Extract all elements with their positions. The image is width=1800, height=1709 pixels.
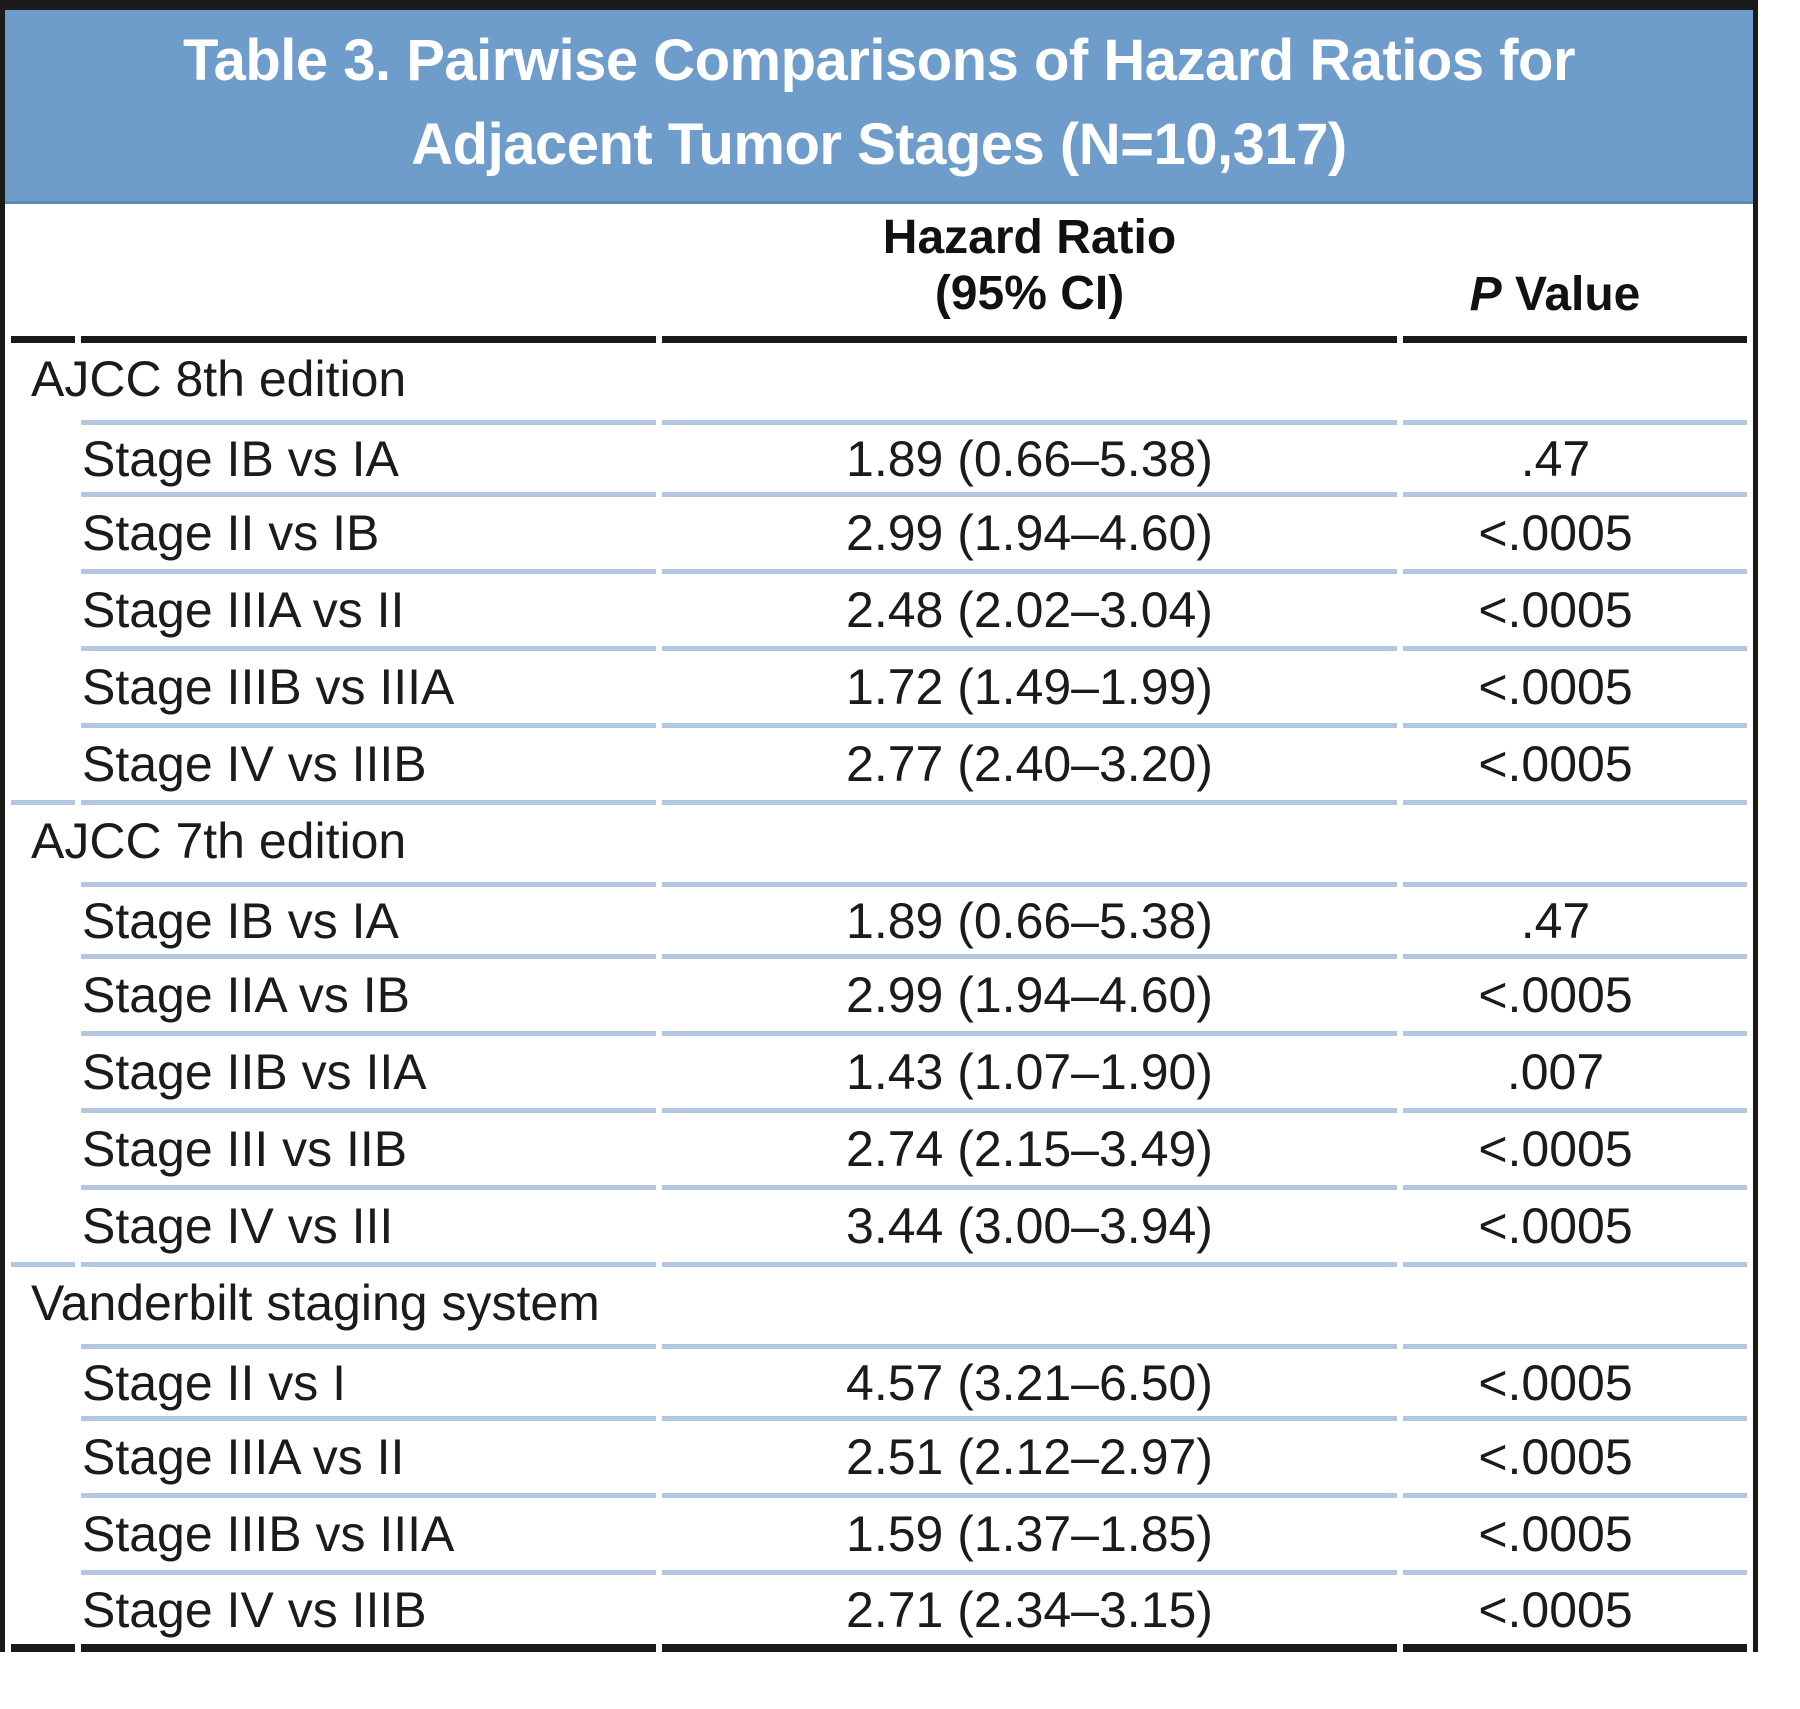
hazard-ratio-value: 1.72 (1.49–1.99) (662, 651, 1397, 728)
section-header-row: AJCC 8th edition (11, 343, 1747, 420)
table-body: AJCC 8th edition Stage IB vs IA 1.89 (0.66… (11, 343, 1747, 1652)
section-header-label: AJCC 8th edition (31, 351, 407, 407)
comparison-label: Stage IIIB vs IIIA (81, 651, 656, 728)
hazard-ratio-value: 1.59 (1.37–1.85) (662, 1498, 1397, 1575)
p-value: <.0005 (1403, 651, 1747, 728)
p-value-header-italic-p: P (1469, 268, 1502, 321)
row-indent (11, 651, 75, 728)
p-value: <.0005 (1403, 1421, 1747, 1498)
hazard-ratio-value: 1.43 (1.07–1.90) (662, 1036, 1397, 1113)
row-indent (11, 1190, 75, 1267)
table-title-line-1: Table 3. Pairwise Comparisons of Hazard … (182, 27, 1576, 93)
hazard-ratio-value: 2.71 (2.34–3.15) (662, 1575, 1397, 1652)
row-indent (11, 728, 75, 805)
hazard-ratio-header-line-2: (95% CI) (934, 267, 1125, 320)
hazard-ratio-value: 2.48 (2.02–3.04) (662, 574, 1397, 651)
table-row: Stage IV vs IIIB 2.77 (2.40–3.20) <.0005 (11, 728, 1747, 805)
table-row: Stage IIA vs IB 2.99 (1.94–4.60) <.0005 (11, 959, 1747, 1036)
table-figure-frame: Table 3. Pairwise Comparisons of Hazard … (0, 0, 1758, 1652)
comparison-label: Stage IV vs IIIB (81, 1575, 656, 1652)
row-indent (11, 1575, 75, 1652)
table-row: Stage IV vs III 3.44 (3.00–3.94) <.0005 (11, 1190, 1747, 1267)
table-header: Hazard Ratio (95% CI) P Value (11, 204, 1747, 343)
table-row: Stage III vs IIB 2.74 (2.15–3.49) <.0005 (11, 1113, 1747, 1190)
row-indent (11, 959, 75, 1036)
section-header-row: AJCC 7th edition (11, 805, 1747, 882)
comparison-label: Stage IB vs IA (81, 420, 656, 497)
hazard-ratio-table: Hazard Ratio (95% CI) P Value AJCC 8th e… (5, 204, 1753, 1652)
p-value: .47 (1403, 882, 1747, 959)
section-header-label: AJCC 7th edition (31, 813, 407, 869)
p-value-header-rest: Value (1501, 268, 1641, 321)
row-indent (11, 1113, 75, 1190)
p-value: <.0005 (1403, 959, 1747, 1036)
p-value: <.0005 (1403, 1575, 1747, 1652)
section-header-label: Vanderbilt staging system (31, 1275, 600, 1331)
table-title-line-2: Adjacent Tumor Stages (N=10,317) (411, 111, 1347, 177)
table-row: Stage II vs I 4.57 (3.21–6.50) <.0005 (11, 1344, 1747, 1421)
column-header-label-blank (81, 204, 656, 343)
hazard-ratio-value: 2.99 (1.94–4.60) (662, 959, 1397, 1036)
comparison-label: Stage II vs I (81, 1344, 656, 1421)
row-indent (11, 1421, 75, 1498)
p-value: <.0005 (1403, 574, 1747, 651)
hazard-ratio-value: 1.89 (0.66–5.38) (662, 882, 1397, 959)
p-value: <.0005 (1403, 1190, 1747, 1267)
table-row: Stage IV vs IIIB 2.71 (2.34–3.15) <.0005 (11, 1575, 1747, 1652)
hazard-ratio-value: 2.99 (1.94–4.60) (662, 497, 1397, 574)
comparison-label: Stage IIIA vs II (81, 574, 656, 651)
comparison-label: Stage IV vs IIIB (81, 728, 656, 805)
table-row: Stage IIIA vs II 2.51 (2.12–2.97) <.0005 (11, 1421, 1747, 1498)
row-indent (11, 497, 75, 574)
comparison-label: Stage III vs IIB (81, 1113, 656, 1190)
p-value: <.0005 (1403, 1113, 1747, 1190)
p-value: <.0005 (1403, 1344, 1747, 1421)
row-indent (11, 1036, 75, 1113)
comparison-label: Stage IV vs III (81, 1190, 656, 1267)
table-row: Stage IB vs IA 1.89 (0.66–5.38) .47 (11, 420, 1747, 497)
row-indent (11, 420, 75, 497)
p-value: <.0005 (1403, 1498, 1747, 1575)
comparison-label: Stage IIIA vs II (81, 1421, 656, 1498)
section-header-row: Vanderbilt staging system (11, 1267, 1747, 1344)
hazard-ratio-header-line-1: Hazard Ratio (882, 211, 1177, 264)
table-row: Stage IB vs IA 1.89 (0.66–5.38) .47 (11, 882, 1747, 959)
p-value: <.0005 (1403, 497, 1747, 574)
table-row: Stage II vs IB 2.99 (1.94–4.60) <.0005 (11, 497, 1747, 574)
row-indent (11, 1498, 75, 1575)
hazard-ratio-value: 2.74 (2.15–3.49) (662, 1113, 1397, 1190)
table-row: Stage IIB vs IIA 1.43 (1.07–1.90) .007 (11, 1036, 1747, 1113)
p-value: .007 (1403, 1036, 1747, 1113)
column-header-hazard-ratio: Hazard Ratio (95% CI) (662, 204, 1397, 343)
hazard-ratio-value: 2.77 (2.40–3.20) (662, 728, 1397, 805)
hazard-ratio-value: 4.57 (3.21–6.50) (662, 1344, 1397, 1421)
comparison-label: Stage IB vs IA (81, 882, 656, 959)
column-header-row: Hazard Ratio (95% CI) P Value (11, 204, 1747, 343)
table-row: Stage IIIB vs IIIA 1.72 (1.49–1.99) <.0005 (11, 651, 1747, 728)
row-indent (11, 882, 75, 959)
comparison-label: Stage II vs IB (81, 497, 656, 574)
comparison-label: Stage IIB vs IIA (81, 1036, 656, 1113)
comparison-label: Stage IIIB vs IIIA (81, 1498, 656, 1575)
hazard-ratio-value: 1.89 (0.66–5.38) (662, 420, 1397, 497)
p-value: <.0005 (1403, 728, 1747, 805)
column-header-p-value: P Value (1403, 204, 1747, 343)
row-indent (11, 1344, 75, 1421)
comparison-label: Stage IIA vs IB (81, 959, 656, 1036)
table-title-banner: Table 3. Pairwise Comparisons of Hazard … (5, 10, 1753, 204)
hazard-ratio-value: 2.51 (2.12–2.97) (662, 1421, 1397, 1498)
p-value: .47 (1403, 420, 1747, 497)
table-row: Stage IIIB vs IIIA 1.59 (1.37–1.85) <.0005 (11, 1498, 1747, 1575)
row-indent (11, 574, 75, 651)
column-header-indent-blank (11, 204, 75, 343)
hazard-ratio-value: 3.44 (3.00–3.94) (662, 1190, 1397, 1267)
table-row: Stage IIIA vs II 2.48 (2.02–3.04) <.0005 (11, 574, 1747, 651)
